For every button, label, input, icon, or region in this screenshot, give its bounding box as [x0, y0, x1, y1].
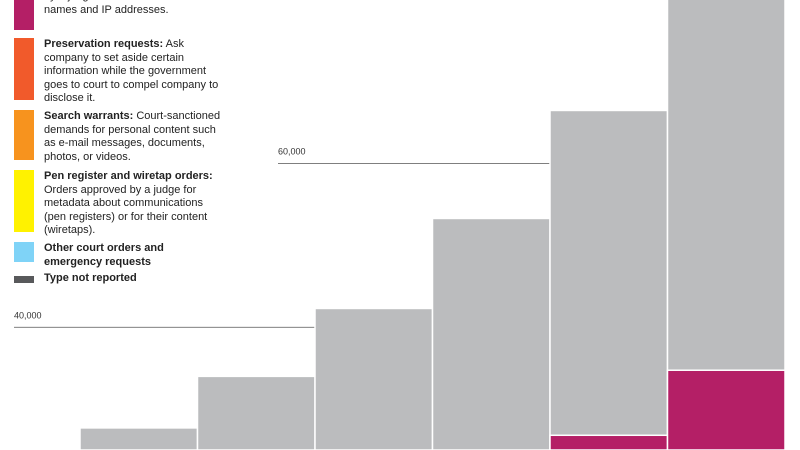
bar — [79, 427, 199, 450]
legend-text: Search warrants: Court-sanctioned demand… — [44, 110, 224, 164]
legend-swatch — [14, 170, 34, 232]
bar — [431, 217, 551, 450]
legend-label: Other court orders and emergency request… — [44, 242, 164, 268]
legend-desc: Ask company to set aside certain informa… — [44, 38, 219, 104]
legend-text: by a judge. Can include users' names and… — [44, 0, 224, 17]
bar — [196, 375, 316, 450]
bar — [314, 307, 434, 450]
legend-label: Pen register and wiretap orders: — [44, 170, 213, 182]
legend-swatch — [14, 110, 34, 160]
bar — [666, 369, 786, 450]
legend-label: Preservation requests: — [44, 38, 164, 50]
legend-swatch — [14, 242, 34, 262]
legend-swatch — [14, 276, 34, 283]
legend-text: Preservation requests: Ask company to se… — [44, 38, 224, 106]
legend-swatch — [14, 38, 34, 100]
legend-desc: Orders approved by a judge for metadata … — [44, 183, 208, 237]
legend-swatch — [14, 0, 34, 30]
legend-text: Other court orders and emergency request… — [44, 242, 224, 269]
y-tick-label: 60,000 — [278, 147, 306, 157]
y-tick-label: 40,000 — [14, 310, 42, 320]
legend-label: Type not reported — [44, 272, 137, 284]
legend-desc: Court-sanctioned demands for personal co… — [44, 110, 221, 163]
bar — [549, 434, 669, 450]
legend-text: Type not reported — [44, 272, 224, 286]
legend-text: Pen register and wiretap orders: Orders … — [44, 170, 224, 238]
legend-desc: by a judge. Can include users' names and… — [44, 0, 191, 16]
legend-label: Search warrants: — [44, 110, 134, 122]
bar — [549, 109, 669, 450]
